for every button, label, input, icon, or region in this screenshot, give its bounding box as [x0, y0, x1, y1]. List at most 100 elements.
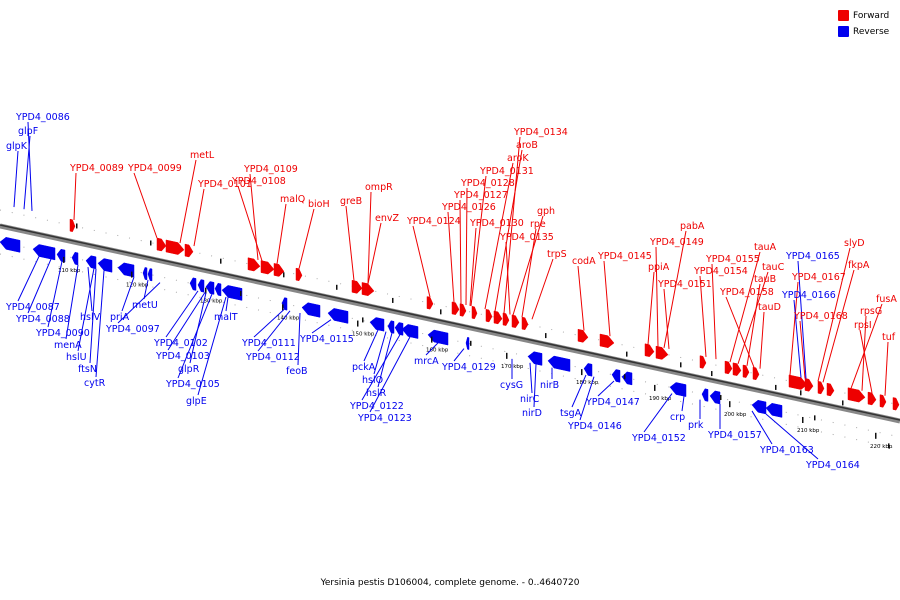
reverse-leader-19 — [225, 297, 229, 312]
reverse-leader-22 — [297, 312, 301, 366]
forward-leader-24 — [577, 265, 585, 331]
reverse-label: Reverse — [853, 26, 890, 37]
reverse-gene-label-8: hslV — [80, 312, 101, 323]
forward-gene-label-34: tauB — [754, 274, 776, 285]
scale-tick-mark-5 — [431, 336, 433, 343]
forward-gene-feature-32 — [847, 387, 866, 403]
gap-marker-20 — [888, 443, 890, 449]
forward-gene-feature-18 — [521, 316, 529, 331]
forward-leader-18 — [494, 149, 523, 312]
forward-gene-feature-35 — [892, 397, 900, 411]
forward-gene-feature-2 — [165, 239, 185, 255]
forward-gene-feature-11 — [451, 301, 460, 315]
forward-leader-12 — [447, 211, 455, 303]
scale-tick-label-8: 190 kbp — [649, 396, 672, 402]
forward-gene-feature-30 — [817, 380, 825, 395]
forward-gene-label-13: YPD4_0127 — [453, 190, 508, 201]
gap-marker-10 — [711, 371, 713, 377]
reverse-gene-feature-27 — [621, 371, 633, 386]
reverse-leader-11 — [121, 276, 135, 312]
forward-gene-feature-16 — [502, 312, 510, 326]
forward-leader-33 — [737, 271, 769, 365]
reverse-leader-9 — [89, 268, 97, 364]
reverse-leader-10 — [95, 270, 105, 378]
forward-leader-11 — [412, 225, 431, 298]
reverse-gene-label-4: YPD4_0088 — [15, 314, 70, 325]
reverse-gene-feature-7 — [142, 267, 148, 281]
gap-marker-15 — [362, 317, 364, 323]
forward-gene-feature-8 — [351, 279, 363, 294]
forward-gene-label-16: YPD4_0131 — [479, 166, 534, 177]
reverse-gene-label-45: YPD4_0166 — [781, 290, 836, 301]
forward-leader-43 — [859, 329, 873, 394]
forward-leader-30 — [699, 275, 707, 358]
reverse-leader-44 — [797, 260, 807, 379]
gap-marker-12 — [800, 390, 802, 396]
forward-leader-32 — [729, 251, 761, 363]
reverse-leader-35 — [571, 374, 587, 408]
forward-leader-38 — [799, 320, 806, 379]
forward-gene-label-8: greB — [340, 196, 362, 207]
reverse-leader-15 — [167, 292, 206, 351]
reverse-gene-label-12: metU — [132, 300, 158, 311]
scale-tick-label-11: 220 kbp — [870, 444, 893, 450]
reverse-gene-feature-15 — [301, 302, 321, 318]
gap-marker-4 — [336, 284, 338, 290]
gap-marker-3 — [283, 272, 285, 278]
forward-gene-feature-15 — [493, 310, 503, 325]
reverse-gene-label-19: malT — [214, 312, 238, 323]
forward-gene-feature-29 — [804, 378, 814, 392]
gap-marker-9 — [680, 362, 682, 368]
forward-gene-label-14: YPD4_0128 — [460, 178, 515, 189]
forward-gene-feature-25 — [732, 362, 742, 376]
reverse-gene-feature-0 — [0, 237, 21, 253]
forward-gene-label-0: YPD4_0089 — [69, 163, 124, 174]
reverse-gene-label-25: hslO — [362, 375, 383, 386]
reverse-gene-label-22: feoB — [286, 366, 308, 377]
forward-leader-36 — [725, 296, 755, 368]
reverse-leader-37 — [597, 380, 615, 397]
forward-leader-6 — [276, 203, 287, 265]
gap-marker-13 — [842, 400, 844, 406]
reverse-gene-label-11: priA — [110, 312, 130, 323]
reverse-gene-label-27: YPD4_0122 — [349, 401, 404, 412]
reverse-leader-45 — [793, 299, 802, 378]
forward-gene-feature-14 — [485, 308, 493, 323]
forward-gene-label-40: fkpA — [848, 260, 870, 271]
gap-marker-14 — [240, 291, 242, 296]
reverse-gene-feature-28 — [669, 382, 687, 397]
forward-gene-label-20: gph — [537, 206, 555, 217]
reverse-gene-feature-23 — [527, 351, 543, 366]
reverse-gene-label-21: YPD4_0112 — [245, 352, 300, 363]
axis-line-highlight — [0, 224, 900, 421]
reverse-leader-21 — [257, 310, 291, 352]
reverse-leader-1 — [23, 135, 31, 210]
reverse-leader-25 — [373, 331, 387, 375]
axis-line — [0, 223, 900, 424]
forward-leader-3 — [193, 188, 205, 247]
reverse-leader-14 — [165, 290, 199, 338]
reverse-gene-label-5: YPD4_0090 — [35, 328, 90, 339]
reverse-leader-23 — [311, 319, 332, 334]
forward-gene-label-38: YPD4_0168 — [793, 311, 848, 322]
reverse-leader-12 — [143, 279, 149, 300]
reverse-gene-label-14: YPD4_0102 — [153, 338, 208, 349]
reverse-gene-feature-5 — [97, 258, 113, 273]
reverse-leader-42 — [751, 410, 773, 445]
reverse-gene-label-44: YPD4_0165 — [785, 251, 840, 262]
reverse-gene-feature-30 — [709, 390, 721, 405]
forward-leader-2 — [179, 159, 197, 244]
reverse-leader-6 — [65, 264, 79, 340]
forward-gene-label-1: YPD4_0099 — [127, 163, 182, 174]
gap-marker-2 — [220, 258, 222, 264]
forward-gene-label-24: codA — [572, 256, 596, 267]
forward-leader-7 — [298, 208, 315, 269]
reverse-gene-label-24: pckA — [352, 362, 376, 373]
reverse-gene-label-31: cysG — [500, 380, 523, 391]
reverse-gene-feature-24 — [547, 355, 571, 372]
forward-leader-44 — [884, 341, 889, 396]
legend: Forward Reverse — [838, 8, 898, 40]
reverse-gene-feature-4 — [85, 255, 97, 270]
gap-marker-5 — [392, 297, 394, 303]
gap-marker-16 — [470, 340, 472, 346]
